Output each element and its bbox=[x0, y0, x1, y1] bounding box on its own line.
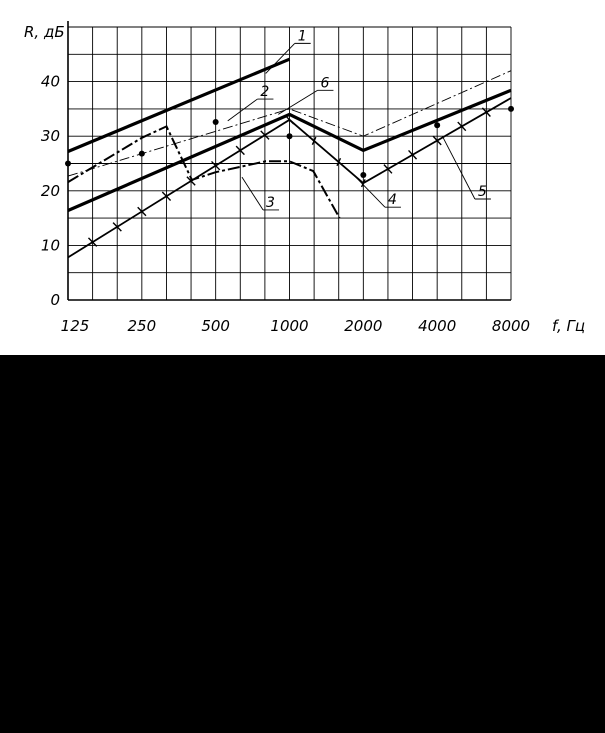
callout-label-6: 6 bbox=[320, 75, 329, 91]
y-tick-label: 0 bbox=[50, 291, 60, 309]
callout-label-4: 4 bbox=[388, 192, 397, 208]
callout-leader-6 bbox=[278, 89, 318, 115]
y-tick-label: 30 bbox=[41, 127, 60, 145]
y-tick-label: 40 bbox=[41, 73, 60, 91]
line-chart: 1 2 6 3 4 5 0 10 20 30 40 125 250 500 1000 2000 4000 800… bbox=[24, 21, 585, 335]
callout-leader-3 bbox=[241, 176, 264, 211]
x-tick-label: 125 bbox=[61, 317, 90, 335]
data-point-series-5 bbox=[65, 160, 71, 167]
x-tick-label: 1000 bbox=[270, 317, 308, 335]
series-tick-mark-4 bbox=[311, 136, 317, 146]
series-tick-mark-4 bbox=[87, 237, 98, 247]
data-point-series-5 bbox=[360, 171, 367, 178]
data-point-series-5 bbox=[286, 133, 293, 140]
y-tick-label: 20 bbox=[41, 182, 60, 200]
callouts: 1 2 6 3 4 5 bbox=[227, 28, 491, 211]
data-point-series-5 bbox=[434, 122, 441, 129]
blank-area bbox=[0, 382, 605, 733]
series-tick-mark-4 bbox=[336, 157, 342, 167]
callout-label-5: 5 bbox=[478, 184, 487, 200]
series-line-2 bbox=[67, 70, 512, 177]
callout-leader-2 bbox=[227, 98, 258, 122]
series-tick-mark-4 bbox=[383, 164, 393, 174]
series-tick-mark-4 bbox=[211, 160, 221, 171]
callout-leader-1 bbox=[265, 43, 296, 74]
x-tick-label: 500 bbox=[201, 317, 230, 335]
y-axis-label: R, дБ bbox=[24, 23, 65, 41]
callout-label-1: 1 bbox=[298, 28, 307, 44]
series-line-6 bbox=[67, 88, 512, 212]
series-line-1 bbox=[67, 57, 291, 153]
series-tick-mark-4 bbox=[260, 130, 270, 140]
y-tick-label: 10 bbox=[41, 236, 60, 254]
series-tick-mark-4 bbox=[137, 206, 147, 217]
series-tick-mark-4 bbox=[408, 149, 418, 160]
x-axis-label: f, Гц bbox=[552, 317, 585, 335]
callout-leader-4 bbox=[351, 173, 386, 208]
grid bbox=[68, 26, 512, 300]
chart-panel: 1 2 6 3 4 5 0 10 20 30 40 125 250 500 1000 2000 4000 800… bbox=[0, 0, 605, 355]
data-point-series-5 bbox=[138, 150, 145, 157]
series-tick-mark-4 bbox=[432, 135, 442, 146]
series-tick-mark-4 bbox=[112, 222, 122, 232]
callout-label-3: 3 bbox=[266, 195, 275, 211]
series-tick-mark-4 bbox=[457, 121, 467, 132]
x-tick-label: 8000 bbox=[492, 317, 530, 335]
callout-label-2: 2 bbox=[260, 84, 269, 100]
x-tick-label: 4000 bbox=[418, 317, 456, 335]
data-point-series-5 bbox=[212, 119, 219, 126]
series-tick-mark-4 bbox=[235, 145, 245, 156]
series-line-3 bbox=[67, 125, 341, 219]
x-tick-label: 2000 bbox=[344, 317, 382, 335]
callout-leader-5 bbox=[441, 135, 476, 200]
series-tick-mark-4 bbox=[161, 191, 172, 201]
series-tick-mark-4 bbox=[481, 107, 491, 117]
series-layer bbox=[65, 57, 514, 259]
series-tick-mark-4 bbox=[360, 179, 366, 188]
x-tick-label: 250 bbox=[128, 317, 157, 335]
series-tick-mark-4 bbox=[186, 176, 196, 186]
data-point-series-5 bbox=[508, 105, 514, 112]
